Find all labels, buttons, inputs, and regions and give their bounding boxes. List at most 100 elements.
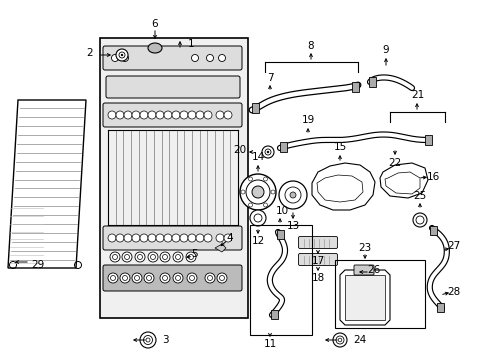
Circle shape bbox=[110, 252, 120, 262]
Circle shape bbox=[116, 49, 128, 61]
Circle shape bbox=[143, 273, 154, 283]
Circle shape bbox=[172, 111, 180, 119]
Text: 24: 24 bbox=[353, 335, 366, 345]
Circle shape bbox=[224, 234, 231, 242]
Circle shape bbox=[108, 111, 116, 119]
Text: 14: 14 bbox=[251, 152, 264, 162]
Text: 29: 29 bbox=[31, 260, 44, 270]
Circle shape bbox=[332, 333, 346, 347]
Circle shape bbox=[173, 273, 183, 283]
Bar bbox=[424, 135, 430, 145]
Circle shape bbox=[248, 203, 252, 207]
Polygon shape bbox=[8, 100, 86, 268]
Polygon shape bbox=[339, 270, 389, 325]
Text: 1: 1 bbox=[187, 39, 194, 49]
Circle shape bbox=[204, 273, 215, 283]
Circle shape bbox=[196, 111, 203, 119]
Circle shape bbox=[270, 190, 274, 194]
FancyBboxPatch shape bbox=[103, 226, 242, 250]
Circle shape bbox=[140, 332, 156, 348]
Circle shape bbox=[156, 111, 163, 119]
Circle shape bbox=[111, 54, 118, 62]
FancyBboxPatch shape bbox=[103, 46, 242, 70]
Text: 18: 18 bbox=[311, 273, 324, 283]
Bar bbox=[428, 225, 436, 234]
Text: 26: 26 bbox=[366, 265, 380, 275]
Circle shape bbox=[108, 273, 118, 283]
Circle shape bbox=[224, 111, 231, 119]
Circle shape bbox=[132, 273, 142, 283]
Bar bbox=[279, 142, 286, 152]
Circle shape bbox=[185, 252, 196, 262]
Circle shape bbox=[263, 177, 267, 181]
Circle shape bbox=[132, 234, 140, 242]
Circle shape bbox=[124, 111, 132, 119]
Text: 27: 27 bbox=[447, 241, 460, 251]
FancyBboxPatch shape bbox=[103, 265, 242, 291]
Circle shape bbox=[240, 174, 275, 210]
Bar bbox=[334, 260, 424, 328]
Circle shape bbox=[263, 203, 267, 207]
Circle shape bbox=[266, 151, 269, 153]
Text: 17: 17 bbox=[311, 256, 324, 266]
Circle shape bbox=[251, 186, 264, 198]
Text: 28: 28 bbox=[447, 287, 460, 297]
Polygon shape bbox=[215, 244, 225, 252]
Circle shape bbox=[186, 273, 197, 283]
Text: 10: 10 bbox=[275, 206, 288, 216]
Circle shape bbox=[248, 177, 252, 181]
Circle shape bbox=[116, 111, 124, 119]
Bar bbox=[251, 103, 258, 113]
Circle shape bbox=[172, 234, 180, 242]
Text: 21: 21 bbox=[410, 90, 424, 100]
Circle shape bbox=[148, 111, 156, 119]
Text: 8: 8 bbox=[307, 41, 314, 51]
FancyBboxPatch shape bbox=[298, 253, 337, 266]
Text: 3: 3 bbox=[162, 335, 168, 345]
Circle shape bbox=[140, 111, 148, 119]
Circle shape bbox=[216, 111, 224, 119]
Circle shape bbox=[262, 146, 273, 158]
Text: 16: 16 bbox=[426, 172, 439, 182]
Circle shape bbox=[249, 210, 265, 226]
Circle shape bbox=[289, 192, 295, 198]
Text: 25: 25 bbox=[412, 191, 426, 201]
Text: 11: 11 bbox=[263, 339, 276, 349]
Text: 13: 13 bbox=[286, 221, 299, 231]
Circle shape bbox=[156, 234, 163, 242]
Circle shape bbox=[135, 252, 145, 262]
Polygon shape bbox=[379, 163, 427, 198]
FancyBboxPatch shape bbox=[353, 265, 373, 275]
Polygon shape bbox=[311, 163, 374, 210]
Circle shape bbox=[121, 54, 123, 56]
FancyBboxPatch shape bbox=[298, 237, 337, 248]
Bar bbox=[270, 310, 277, 319]
FancyBboxPatch shape bbox=[106, 76, 240, 98]
Circle shape bbox=[216, 234, 224, 242]
Circle shape bbox=[116, 234, 124, 242]
Circle shape bbox=[196, 234, 203, 242]
Bar bbox=[436, 302, 443, 311]
Text: 20: 20 bbox=[233, 145, 246, 155]
Circle shape bbox=[122, 252, 132, 262]
Text: 23: 23 bbox=[358, 243, 371, 253]
Circle shape bbox=[132, 111, 140, 119]
Circle shape bbox=[217, 273, 226, 283]
Circle shape bbox=[412, 213, 426, 227]
Circle shape bbox=[203, 111, 212, 119]
Circle shape bbox=[191, 54, 198, 62]
Text: 15: 15 bbox=[333, 142, 346, 152]
Circle shape bbox=[140, 234, 148, 242]
Circle shape bbox=[180, 111, 187, 119]
Circle shape bbox=[187, 111, 196, 119]
Circle shape bbox=[124, 234, 132, 242]
Text: 9: 9 bbox=[382, 45, 388, 55]
Text: 6: 6 bbox=[151, 19, 158, 29]
Bar bbox=[368, 77, 375, 87]
Circle shape bbox=[160, 252, 170, 262]
FancyBboxPatch shape bbox=[103, 103, 242, 127]
Bar bbox=[276, 230, 283, 239]
Circle shape bbox=[206, 54, 213, 62]
Circle shape bbox=[163, 111, 172, 119]
Circle shape bbox=[187, 234, 196, 242]
